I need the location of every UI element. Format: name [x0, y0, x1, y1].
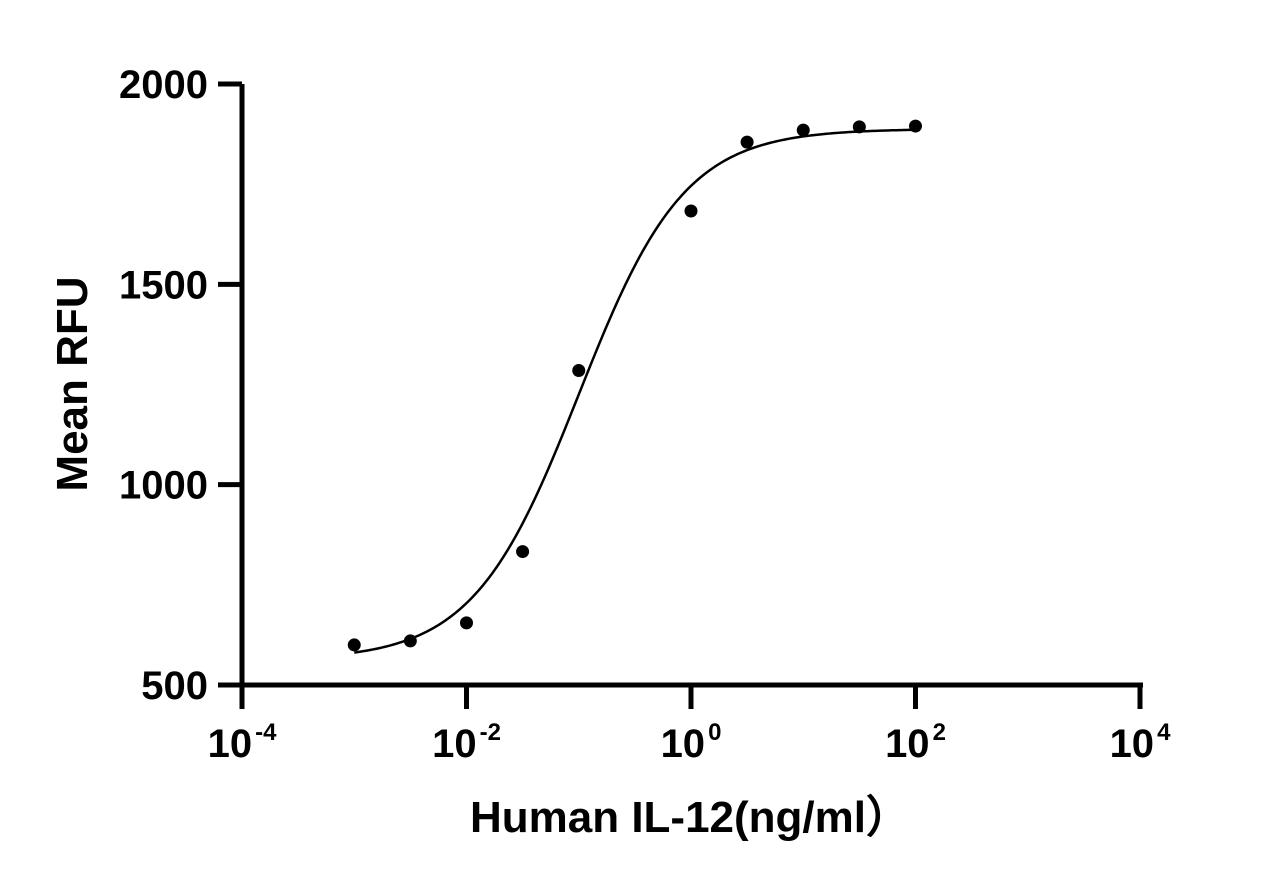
- data-point: [460, 616, 473, 630]
- y-tick-label: 1500: [119, 263, 208, 307]
- y-tick-label: 2000: [119, 63, 208, 107]
- x-tick-base: 10: [1110, 722, 1155, 766]
- data-points: [347, 119, 922, 652]
- x-tick-exponent: 4: [1157, 719, 1171, 746]
- x-tick-label: 10 -2: [432, 719, 501, 766]
- x-tick-exponent: 0: [708, 719, 721, 746]
- x-tick-exponent: -2: [480, 719, 501, 746]
- y-axis-title: Mean RFU: [48, 276, 97, 491]
- x-tick-label: 10 -4: [208, 719, 277, 766]
- x-tick-label: 10 0: [661, 719, 722, 766]
- x-tick-exponent: 2: [933, 719, 946, 746]
- data-point: [796, 123, 810, 137]
- axes: [239, 84, 1143, 688]
- x-tick-base: 10: [661, 722, 706, 766]
- x-tick-base: 10: [208, 722, 253, 766]
- data-point: [403, 634, 417, 648]
- x-axis-title: Human IL-12(ng/ml）: [470, 793, 910, 842]
- data-point: [852, 120, 866, 134]
- fit-curve: [354, 128, 916, 654]
- data-point: [684, 204, 698, 218]
- data-point: [572, 363, 586, 377]
- data-point: [740, 135, 754, 149]
- y-axis-ticks: 500 1000 1500 2000: [119, 63, 242, 708]
- data-point: [516, 545, 530, 559]
- data-point: [347, 638, 361, 652]
- x-tick-base: 10: [885, 722, 930, 766]
- y-tick-label: 1000: [119, 464, 208, 508]
- x-axis-ticks: 10 -4 10 -2 10 0 10 2 10 4: [208, 685, 1171, 766]
- x-tick-label: 10 4: [1110, 719, 1172, 766]
- x-tick-exponent: -4: [255, 719, 277, 746]
- y-tick-label: 500: [141, 664, 208, 708]
- x-tick-label: 10 2: [885, 719, 946, 766]
- x-tick-base: 10: [432, 722, 477, 766]
- data-point: [909, 119, 922, 133]
